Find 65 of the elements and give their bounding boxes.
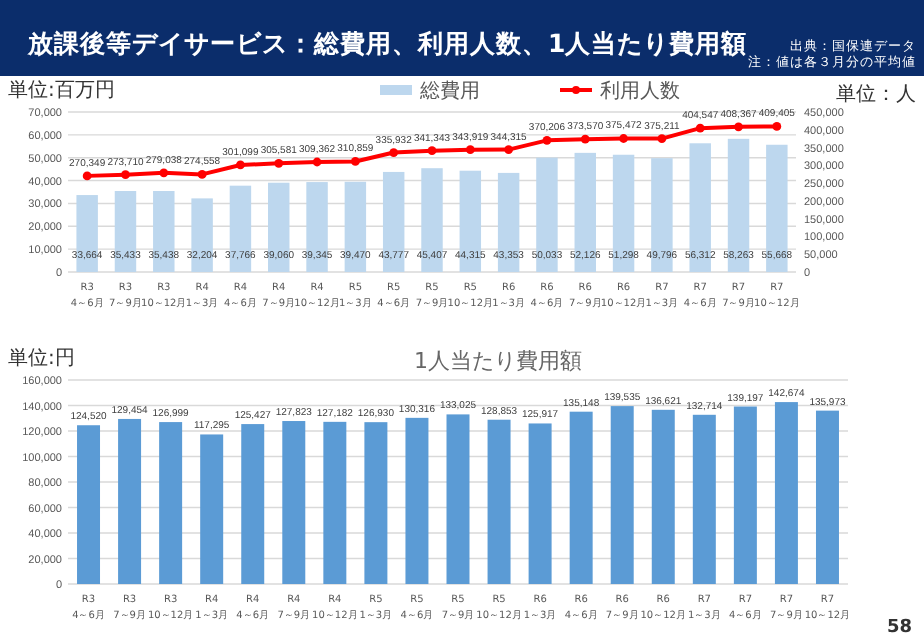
bar bbox=[487, 419, 511, 584]
point bbox=[312, 157, 322, 167]
bar bbox=[268, 182, 290, 272]
bar bbox=[574, 152, 596, 272]
bar bbox=[153, 191, 175, 272]
bar bbox=[229, 185, 252, 272]
bar bbox=[364, 422, 388, 584]
bar bbox=[733, 406, 757, 584]
bar bbox=[446, 414, 470, 584]
y-axis-title: 単位:百万円 bbox=[8, 78, 115, 102]
bar bbox=[382, 171, 405, 272]
bar bbox=[692, 414, 716, 584]
bar bbox=[421, 168, 443, 272]
point bbox=[504, 145, 514, 154]
point bbox=[427, 146, 437, 156]
y2-axis-title: 単位：人 bbox=[836, 82, 916, 106]
point bbox=[389, 148, 399, 157]
point bbox=[772, 122, 782, 131]
bar bbox=[118, 418, 142, 584]
bar bbox=[528, 423, 552, 584]
bar bbox=[612, 154, 635, 272]
bar bbox=[497, 172, 520, 272]
point bbox=[159, 168, 169, 178]
y-axis-title: 単位:円 bbox=[8, 346, 75, 370]
bar bbox=[727, 138, 750, 272]
point bbox=[542, 135, 552, 145]
point bbox=[580, 134, 590, 144]
bar bbox=[114, 191, 137, 272]
bar bbox=[159, 422, 183, 584]
bar bbox=[459, 170, 482, 272]
point bbox=[274, 158, 284, 168]
bar bbox=[241, 424, 265, 584]
bar bbox=[282, 421, 306, 584]
bar bbox=[689, 143, 711, 272]
point bbox=[695, 123, 705, 133]
point bbox=[465, 145, 475, 155]
bar bbox=[651, 409, 675, 584]
point bbox=[734, 122, 743, 132]
point bbox=[236, 160, 245, 170]
bar bbox=[815, 410, 839, 584]
bar bbox=[306, 182, 328, 272]
point bbox=[82, 171, 92, 181]
bar bbox=[536, 157, 558, 272]
chart-title: 1人当たり費用額 bbox=[414, 348, 582, 374]
bar bbox=[76, 195, 98, 272]
bar bbox=[651, 158, 673, 272]
bar bbox=[191, 198, 213, 272]
bar bbox=[323, 421, 347, 584]
point bbox=[657, 134, 667, 143]
text: 58 bbox=[886, 618, 912, 638]
bar bbox=[344, 181, 367, 272]
chart-title: 放課後等デイサービス：総費用、利用人数、1人当たり費用額 bbox=[26, 28, 748, 58]
legend-label: 総費用 bbox=[418, 79, 480, 103]
bar bbox=[766, 144, 788, 272]
point bbox=[350, 157, 360, 166]
bar bbox=[77, 425, 101, 584]
legend-label: 利用人数 bbox=[600, 79, 680, 103]
bar bbox=[610, 406, 634, 584]
point bbox=[121, 170, 130, 180]
point bbox=[619, 134, 628, 143]
point bbox=[197, 169, 207, 179]
bar bbox=[774, 402, 798, 584]
bar bbox=[200, 434, 224, 584]
bar bbox=[569, 411, 593, 584]
bar bbox=[405, 417, 429, 584]
